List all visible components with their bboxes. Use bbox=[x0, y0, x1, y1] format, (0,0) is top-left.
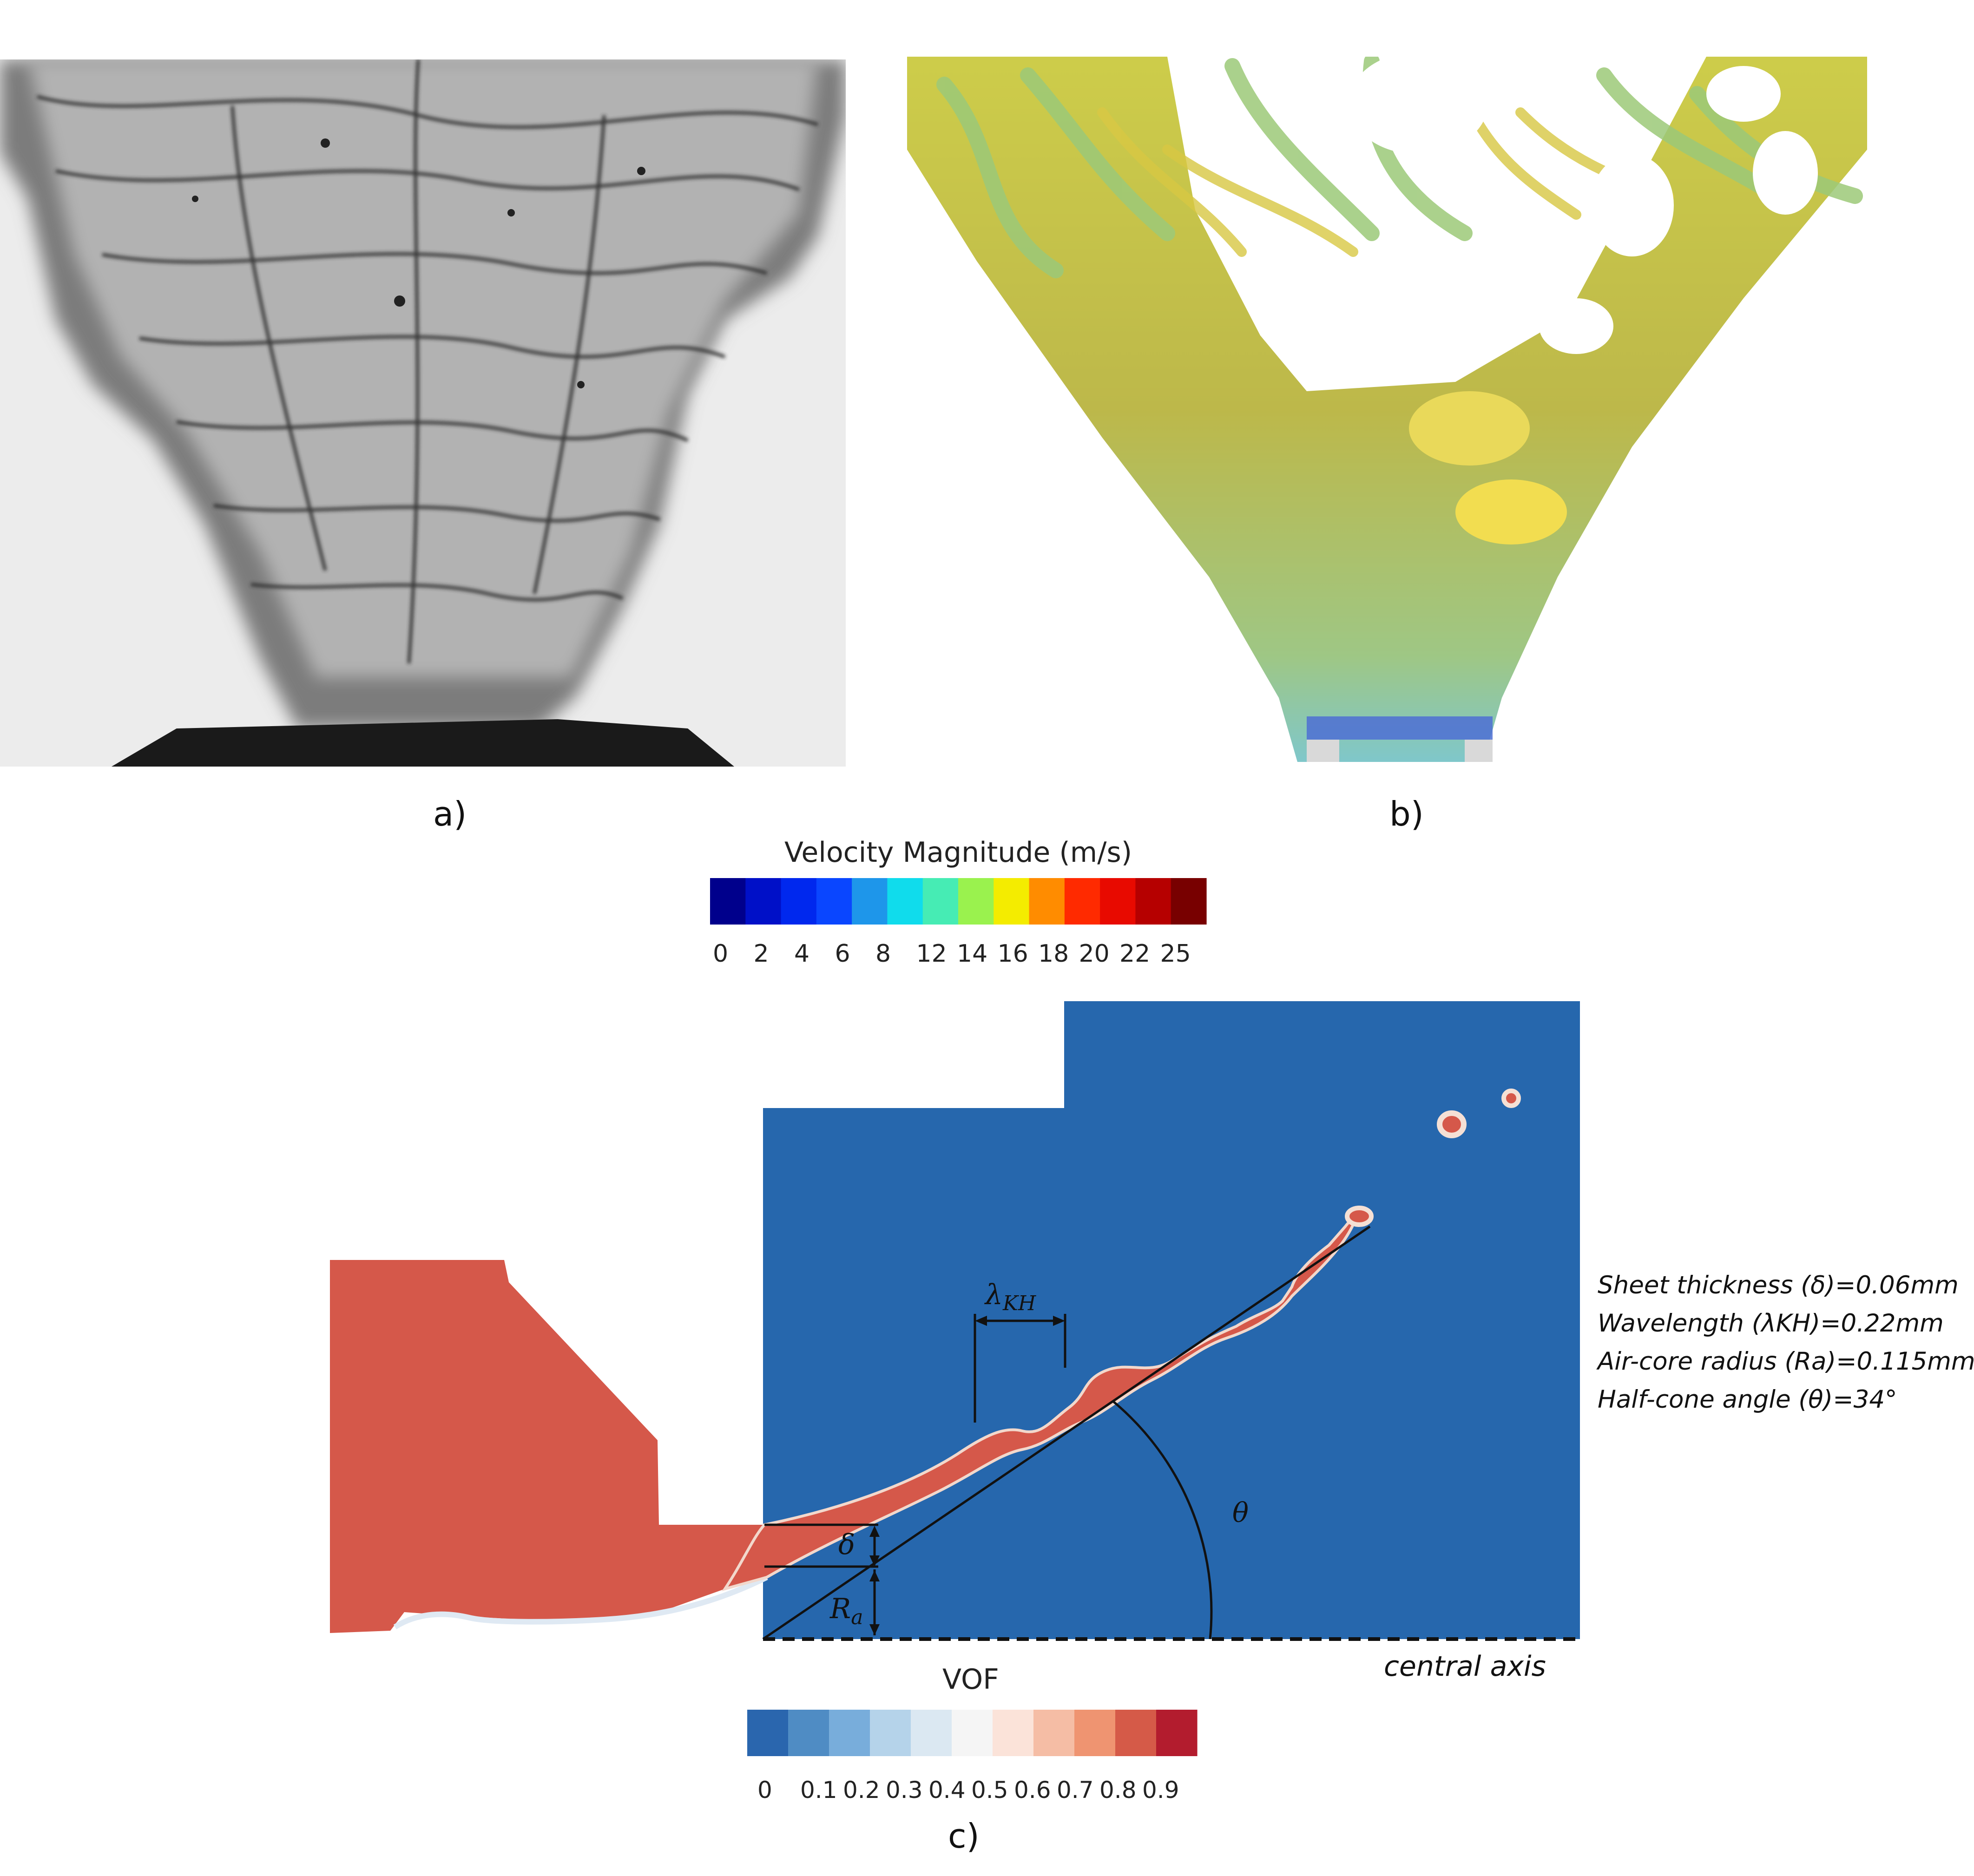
velocity-colorbar-swatch bbox=[994, 878, 1030, 925]
gas-domain bbox=[763, 1001, 1580, 1639]
vof-colorbar-swatch bbox=[1033, 1710, 1075, 1756]
lambda-label: λKH bbox=[985, 1279, 1036, 1315]
param-half-cone-angle: Half-cone angle (θ)=34° bbox=[1598, 1385, 1897, 1414]
droplets bbox=[1345, 1089, 1521, 1227]
panel-c-caption: c) bbox=[948, 1817, 980, 1856]
liquid-nozzle-region bbox=[330, 1260, 806, 1633]
vof-colorbar-title: VOF bbox=[942, 1663, 999, 1696]
vof-colorbar-tick-label: 0.5 bbox=[971, 1777, 1008, 1804]
vof-colorbar-tick-label: 0.8 bbox=[1099, 1777, 1137, 1804]
theta-label: θ bbox=[1232, 1497, 1249, 1528]
vof-colorbar-swatch bbox=[829, 1710, 870, 1756]
velocity-colorbar-swatch bbox=[1135, 878, 1171, 925]
velocity-colorbar-title: Velocity Magnitude (m/s) bbox=[784, 836, 1132, 869]
delta-label: δ bbox=[838, 1528, 855, 1561]
vof-colorbar-tick-label: 0.3 bbox=[886, 1777, 923, 1804]
panel-a-photograph bbox=[0, 59, 846, 767]
vof-colorbar-tick-label: 0.9 bbox=[1142, 1777, 1179, 1804]
vof-colorbar-swatch bbox=[952, 1710, 993, 1756]
velocity-colorbar-swatch bbox=[922, 878, 959, 925]
velocity-colorbar-tick-label: 18 bbox=[1038, 940, 1069, 968]
panel-a-caption: a) bbox=[433, 794, 467, 833]
liquid-sheet bbox=[722, 1218, 1355, 1592]
velocity-colorbar-tick-label: 6 bbox=[835, 940, 850, 968]
vof-colorbar-tick-label: 0.2 bbox=[843, 1777, 880, 1804]
ra-label: Ra bbox=[830, 1593, 863, 1629]
velocity-colorbar-tick-label: 4 bbox=[794, 940, 809, 968]
velocity-colorbar-tick-label: 20 bbox=[1079, 940, 1110, 968]
velocity-colorbar-tick-label: 14 bbox=[957, 940, 987, 968]
velocity-colorbar-tick-label: 16 bbox=[998, 940, 1028, 968]
velocity-colorbar-swatch bbox=[816, 878, 852, 925]
vof-colorbar-swatch bbox=[870, 1710, 911, 1756]
vof-colorbar-tick-label: 0.6 bbox=[1014, 1777, 1051, 1804]
velocity-colorbar-swatch bbox=[710, 878, 746, 925]
velocity-colorbar-swatch bbox=[1064, 878, 1100, 925]
vof-colorbar-swatch bbox=[1074, 1710, 1116, 1756]
vof-colorbar-tick-label: 0.1 bbox=[800, 1777, 837, 1804]
vof-colorbar-swatch bbox=[911, 1710, 952, 1756]
vof-colorbar-tick-label: 0 bbox=[757, 1777, 772, 1804]
panel-b-simulation-render bbox=[907, 57, 1867, 762]
liquid-sheet-render bbox=[907, 57, 1867, 762]
vof-colorbar-swatch bbox=[1156, 1710, 1198, 1756]
param-wavelength: Wavelength (λKH)=0.22mm bbox=[1598, 1309, 1944, 1338]
velocity-colorbar-tick-label: 0 bbox=[713, 940, 728, 968]
velocity-colorbar-swatch bbox=[745, 878, 782, 925]
vof-colorbar-swatch bbox=[993, 1710, 1034, 1756]
velocity-colorbar-swatch bbox=[887, 878, 923, 925]
annotation-lines bbox=[762, 1225, 1371, 1640]
velocity-colorbar-swatch bbox=[1100, 878, 1136, 925]
velocity-colorbar-swatch bbox=[781, 878, 817, 925]
velocity-colorbar-tick-label: 22 bbox=[1119, 940, 1150, 968]
velocity-colorbar-swatch bbox=[852, 878, 888, 925]
velocity-colorbar-tick-label: 8 bbox=[875, 940, 891, 968]
vof-colorbar-swatch bbox=[747, 1710, 789, 1756]
vof-colorbar-tick-label: 0.7 bbox=[1057, 1777, 1094, 1804]
velocity-colorbar-tick-label: 12 bbox=[916, 940, 947, 968]
panel-b-caption: b) bbox=[1389, 794, 1424, 833]
velocity-colorbar-tick-label: 25 bbox=[1160, 940, 1191, 968]
param-air-core-radius: Air-core radius (Ra)=0.115mm bbox=[1598, 1347, 1974, 1376]
vof-colorbar-tick-label: 0.4 bbox=[928, 1777, 966, 1804]
vof-colorbar-swatch bbox=[788, 1710, 829, 1756]
velocity-colorbar-tick-label: 2 bbox=[754, 940, 769, 968]
velocity-colorbar-swatch bbox=[1029, 878, 1065, 925]
velocity-colorbar-swatch bbox=[1171, 878, 1207, 925]
central-axis-label: central axis bbox=[1384, 1650, 1546, 1683]
velocity-colorbar-swatch bbox=[958, 878, 994, 925]
param-sheet-thickness: Sheet thickness (δ)=0.06mm bbox=[1598, 1271, 1959, 1299]
vof-colorbar-swatch bbox=[1115, 1710, 1157, 1756]
spray-photo-image bbox=[0, 59, 846, 767]
